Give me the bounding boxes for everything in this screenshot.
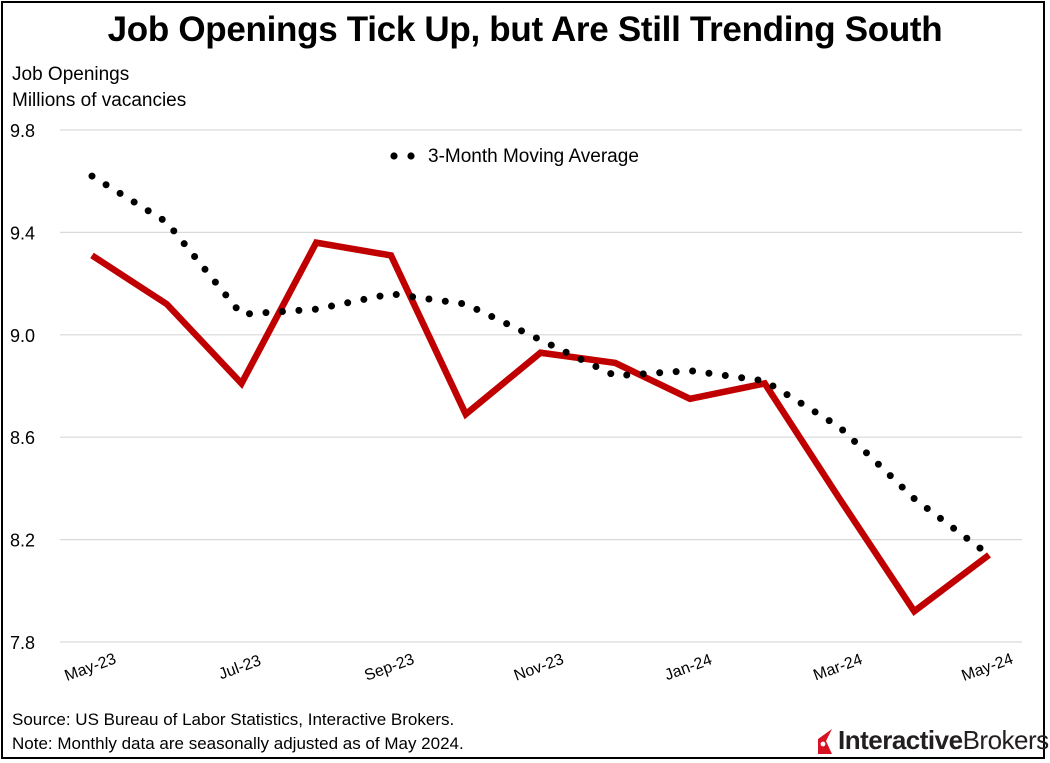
y-tick-label: 8.6 — [10, 428, 35, 448]
series-group — [88, 172, 993, 616]
legend-dot-marker — [407, 152, 415, 160]
x-tick-label: May-24 — [959, 651, 1015, 685]
legend-dot-marker — [390, 152, 398, 160]
x-tick-labels: May-23 Jul-23 Sep-23 Nov-23 Jan-24 Mar-24 May-… — [62, 651, 1015, 685]
y-tick-label: 9.4 — [10, 223, 35, 243]
y-tick-label: 8.2 — [10, 531, 35, 551]
ib-logo-icon — [818, 728, 832, 754]
y-tick-label: 7.8 — [10, 633, 35, 653]
y-axis-label-line-1: Job Openings — [12, 64, 130, 85]
y-tick-label: 9.0 — [10, 326, 35, 346]
gridlines — [60, 129, 1022, 643]
x-tick-label: May-23 — [62, 651, 118, 685]
job-openings-line — [90, 239, 991, 616]
y-tick-labels: 9.8 9.4 9.0 8.6 8.2 7.8 — [10, 121, 35, 653]
x-tick-label: Sep-23 — [362, 651, 416, 685]
y-tick-label: 9.8 — [10, 121, 35, 141]
legend-label: 3-Month Moving Average — [428, 146, 639, 167]
x-tick-label: Mar-24 — [811, 651, 865, 684]
brand-name-bold: Interactive — [838, 725, 963, 755]
chart-title: Job Openings Tick Up, but Are Still Tren… — [107, 10, 943, 49]
x-tick-label: Jul-23 — [217, 652, 264, 683]
x-tick-label: Nov-23 — [512, 651, 566, 685]
source-note: Source: US Bureau of Labor Statistics, I… — [12, 710, 455, 729]
y-axis-label-line-2: Millions of vacancies — [12, 90, 187, 111]
interactive-brokers-logo: Interactive Brokers — [816, 725, 1049, 756]
brand-name-regular: Brokers — [962, 725, 1050, 755]
legend: 3-Month Moving Average — [390, 146, 639, 167]
methodology-note: Note: Monthly data are seasonally adjust… — [12, 734, 464, 753]
x-tick-label: Jan-24 — [663, 651, 715, 684]
